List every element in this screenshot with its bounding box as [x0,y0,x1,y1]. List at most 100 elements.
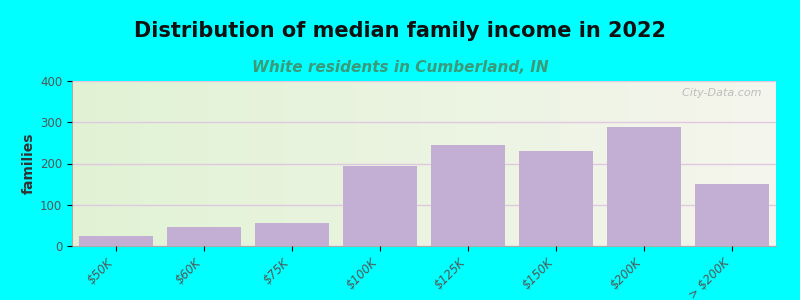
Bar [392,81,396,246]
Bar [185,81,188,246]
Bar [142,81,146,246]
Bar [769,81,773,246]
Bar [146,81,150,246]
Bar [396,81,399,246]
Bar [614,81,618,246]
Bar [656,81,660,246]
Bar [339,81,343,246]
Bar [512,81,515,246]
Bar [166,227,242,246]
Bar [364,81,368,246]
Text: Distribution of median family income in 2022: Distribution of median family income in … [134,21,666,41]
Bar [163,81,167,246]
Bar [456,81,459,246]
Text: City-Data.com: City-Data.com [675,88,762,98]
Bar [554,81,558,246]
Bar [245,81,248,246]
Bar [607,81,610,246]
Bar [462,81,466,246]
Bar [255,81,258,246]
Bar [283,81,286,246]
Bar [198,81,202,246]
Bar [213,81,216,246]
Bar [220,81,223,246]
Bar [646,81,650,246]
Bar [273,81,276,246]
Bar [650,81,653,246]
Bar [459,81,462,246]
Bar [79,81,82,246]
Bar [625,81,628,246]
Bar [572,81,575,246]
Bar [519,81,522,246]
Bar [251,81,255,246]
Bar [90,81,93,246]
Bar [378,81,382,246]
Bar [593,81,597,246]
Bar [230,81,234,246]
Bar [670,81,674,246]
Bar [104,81,107,246]
Bar [118,81,122,246]
Bar [667,81,670,246]
Bar [751,81,755,246]
Bar [558,81,562,246]
Bar [738,81,741,246]
Bar [318,81,322,246]
Bar [389,81,392,246]
Bar [342,166,418,246]
Bar [540,81,544,246]
Bar [241,81,245,246]
Bar [399,81,403,246]
Bar [470,81,474,246]
Bar [691,81,695,246]
Bar [315,81,318,246]
Bar [258,81,262,246]
Bar [653,81,656,246]
Bar [755,81,758,246]
Bar [509,81,512,246]
Bar [304,81,308,246]
Bar [723,81,726,246]
Text: White residents in Cumberland, IN: White residents in Cumberland, IN [252,60,548,75]
Bar [505,81,509,246]
Bar [762,81,766,246]
Bar [438,81,442,246]
Bar [122,81,125,246]
Bar [748,81,751,246]
Bar [562,81,565,246]
Bar [160,81,163,246]
Bar [632,81,635,246]
Bar [424,81,427,246]
Bar [248,81,251,246]
Bar [167,81,170,246]
Bar [442,81,445,246]
Bar [498,81,502,246]
Bar [280,81,283,246]
Bar [766,81,769,246]
Bar [638,81,642,246]
Bar [290,81,294,246]
Bar [568,81,572,246]
Bar [709,81,713,246]
Bar [100,81,104,246]
Bar [178,81,181,246]
Bar [533,81,537,246]
Bar [276,81,280,246]
Bar [223,81,227,246]
Bar [135,81,139,246]
Bar [350,81,354,246]
Bar [502,81,505,246]
Bar [550,81,554,246]
Bar [773,81,776,246]
Bar [726,81,730,246]
Y-axis label: families: families [22,133,36,194]
Bar [522,81,526,246]
Bar [603,81,607,246]
Bar [452,81,456,246]
Bar [734,81,738,246]
Bar [368,81,371,246]
Bar [82,81,86,246]
Bar [685,81,688,246]
Bar [150,81,153,246]
